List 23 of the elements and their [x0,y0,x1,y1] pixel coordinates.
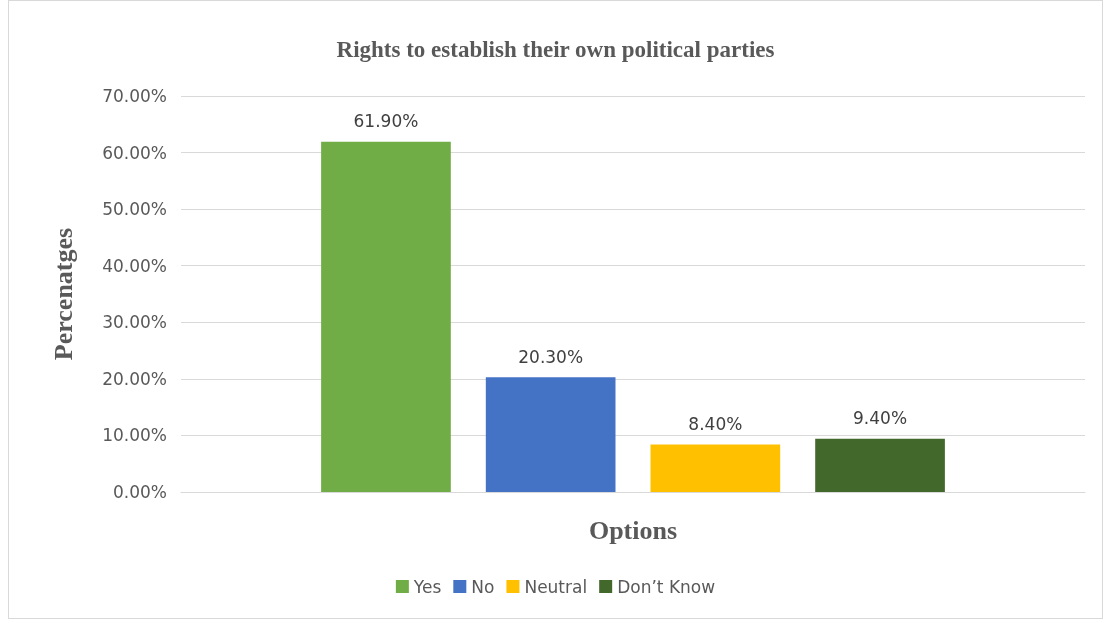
data-label: 20.30% [518,346,584,367]
y-tick-label: 20.00% [102,368,167,389]
bar [485,377,616,492]
x-axis-title: Options [588,515,678,545]
data-label: 8.40% [688,413,743,434]
y-tick-label: 0.00% [112,482,167,502]
bar [815,438,945,492]
data-label: 61.90% [353,111,419,132]
bar [650,444,781,492]
legend-label: Don’t Know [617,576,716,597]
y-tick-label: 40.00% [102,255,167,276]
y-tick-label: 50.00% [102,199,167,220]
legend-label: Neutral [524,576,588,597]
y-tick-label: 10.00% [102,425,167,446]
legend-label: Yes [412,576,442,597]
chart-title: Rights to establish their own political parties [336,37,775,62]
bar [321,141,451,492]
y-tick-label: 60.00% [102,142,167,163]
y-tick-label: 30.00% [102,312,167,333]
y-tick-label: 70.00% [102,86,167,106]
data-label: 9.40% [853,408,908,429]
legend-label: No [471,576,495,597]
y-axis-title: Percenatges [48,227,78,361]
